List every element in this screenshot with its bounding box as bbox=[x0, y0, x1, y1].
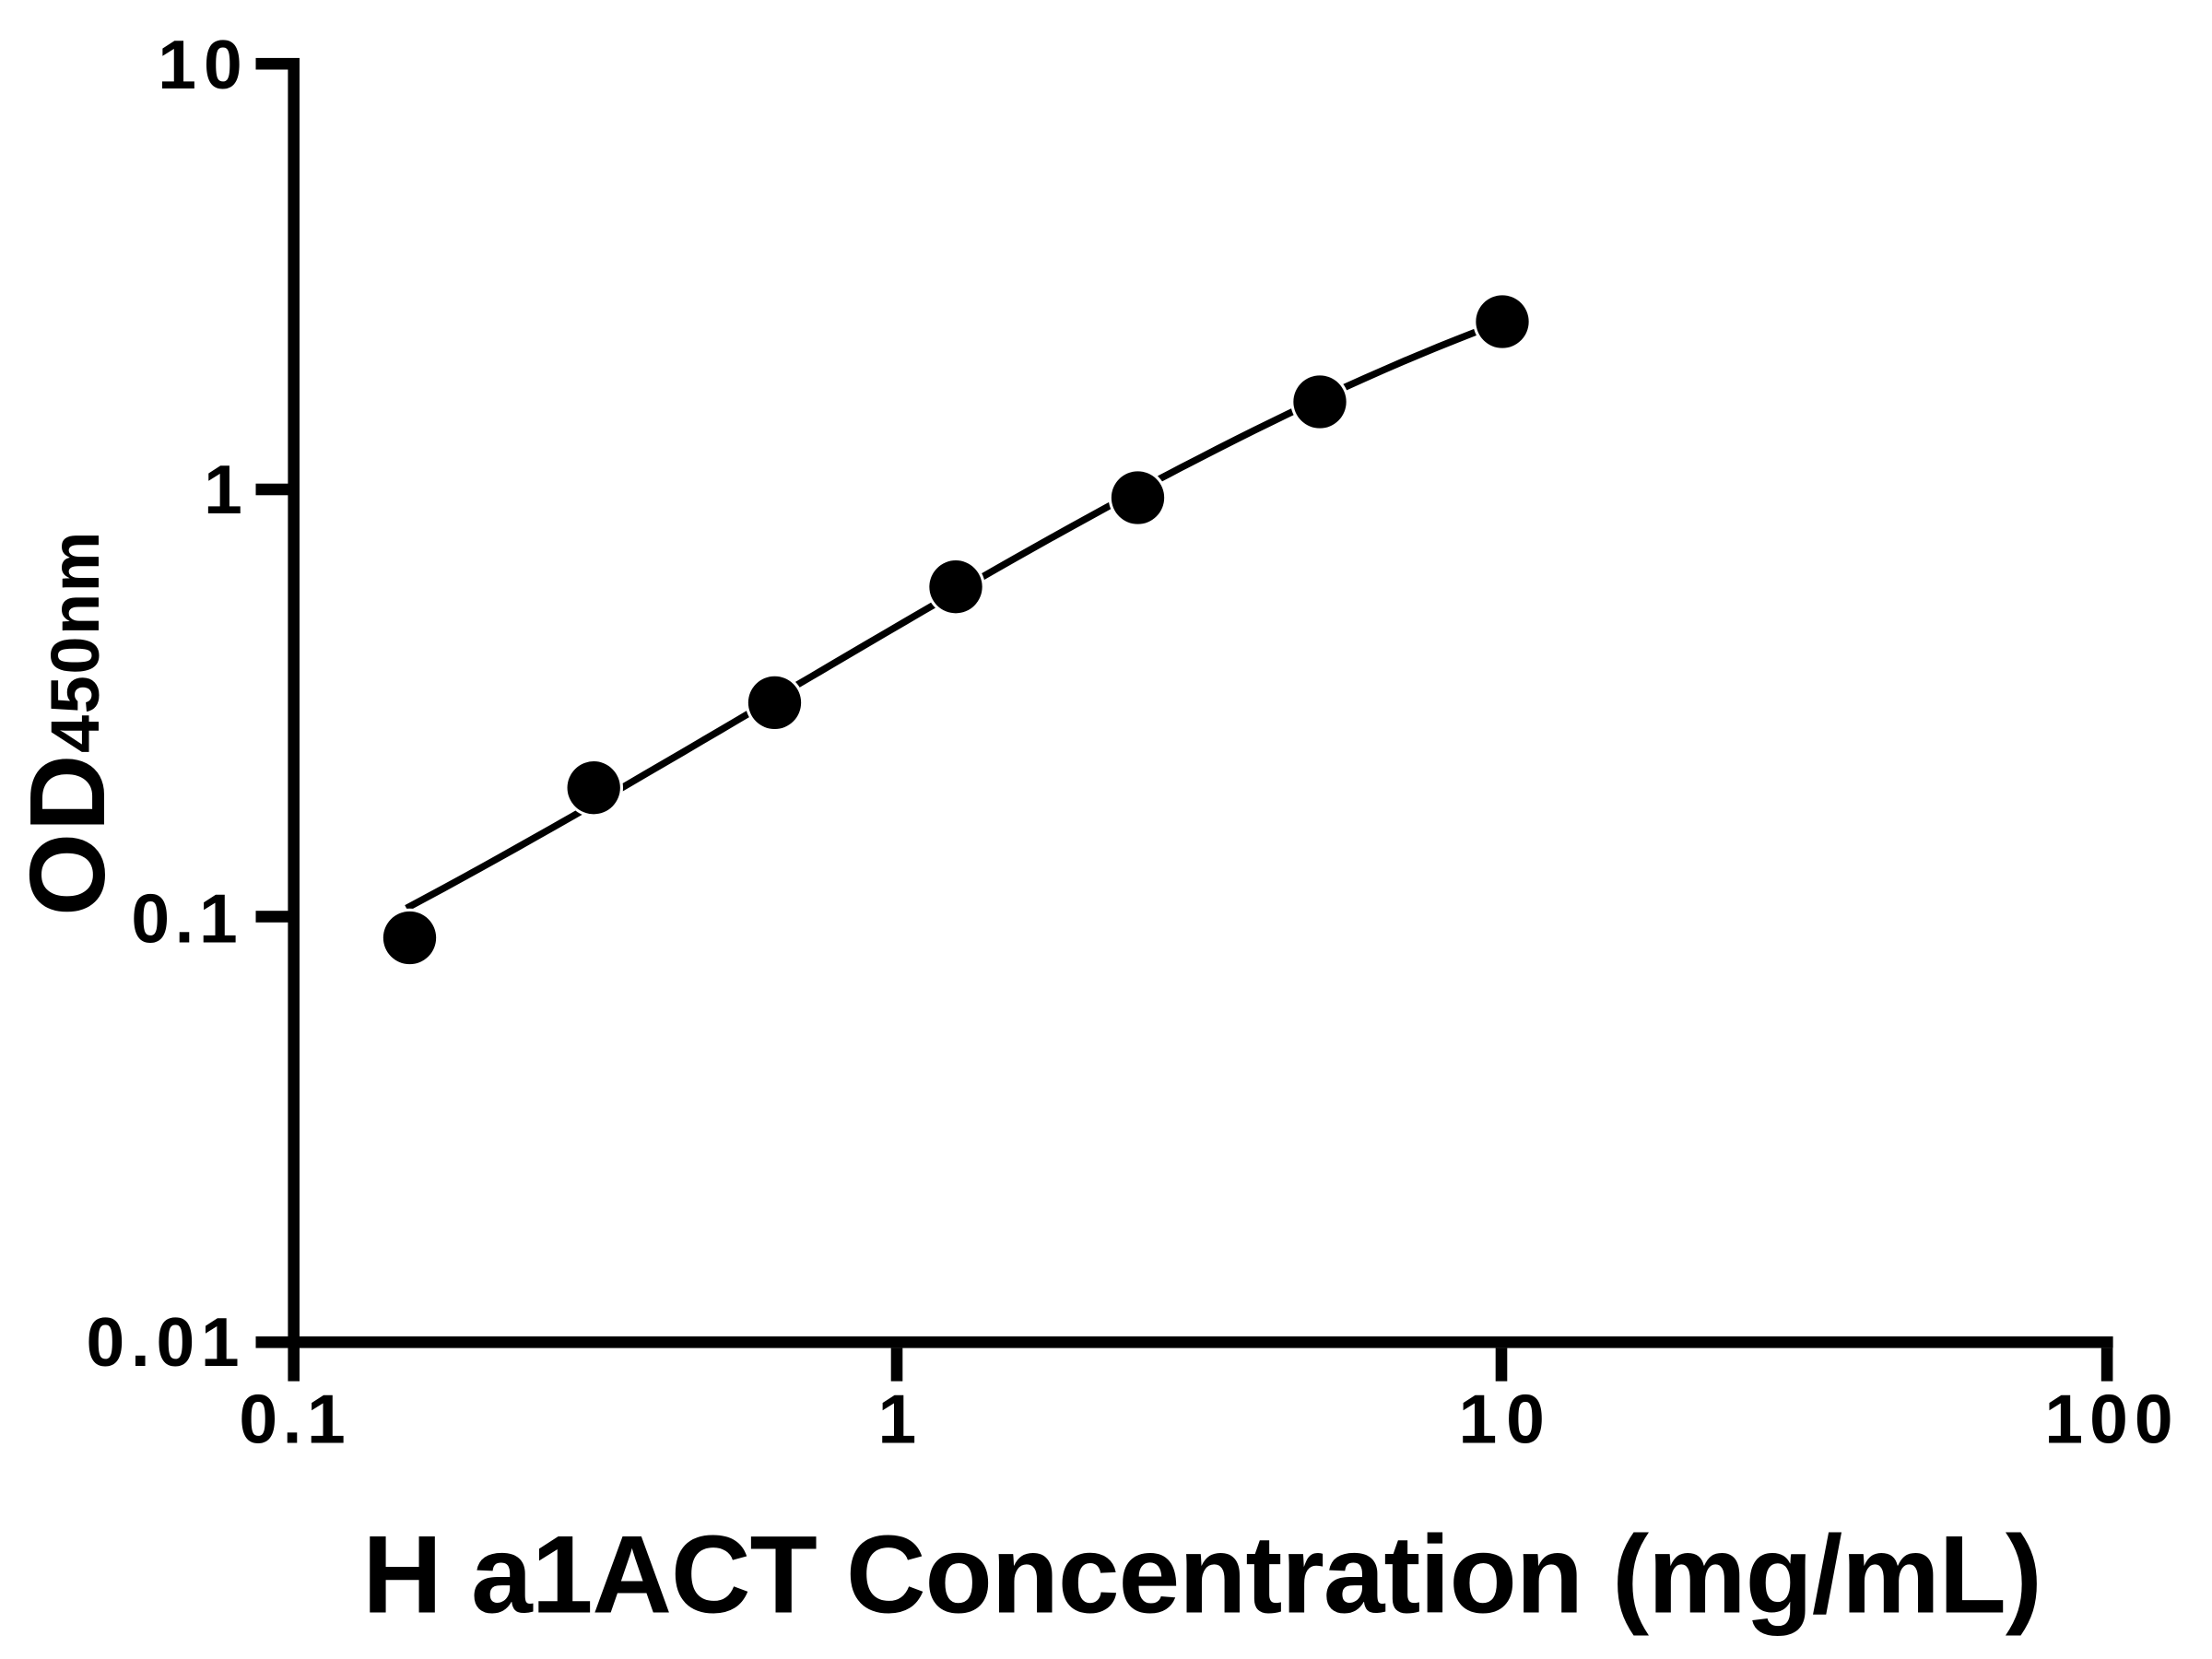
svg-text:10: 10 bbox=[158, 26, 249, 103]
svg-text:H a1ACT Concentration (mg/mL): H a1ACT Concentration (mg/mL) bbox=[362, 1513, 2041, 1637]
svg-text:1: 1 bbox=[878, 1380, 917, 1457]
svg-text:0.01: 0.01 bbox=[87, 1303, 246, 1381]
svg-text:100: 100 bbox=[2044, 1380, 2179, 1457]
svg-text:0.1: 0.1 bbox=[131, 879, 242, 957]
svg-text:OD450nm: OD450nm bbox=[7, 530, 127, 916]
svg-text:1: 1 bbox=[204, 451, 242, 528]
svg-text:10: 10 bbox=[1458, 1380, 1553, 1457]
svg-text:0.1: 0.1 bbox=[239, 1380, 350, 1457]
